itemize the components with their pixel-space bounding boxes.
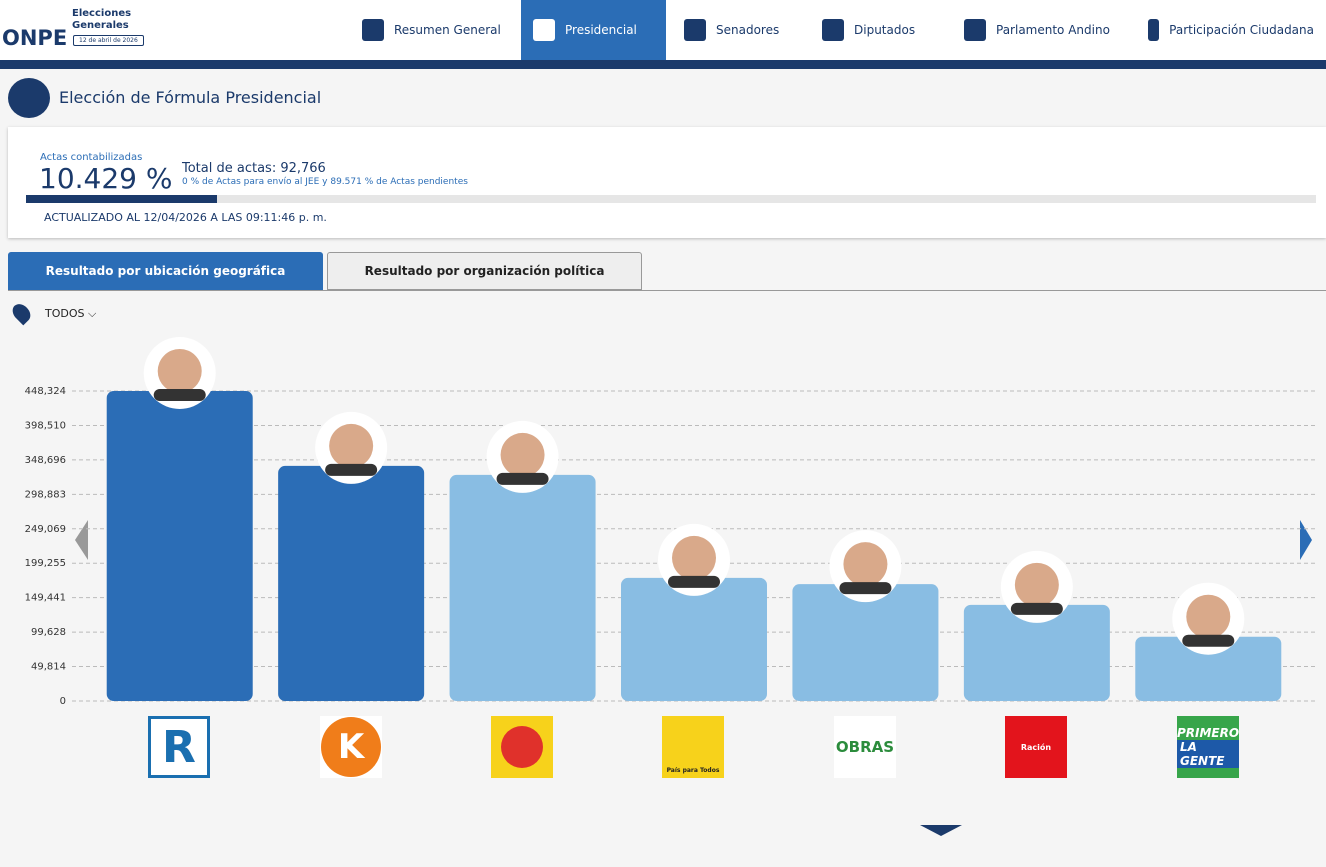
logo-sun (501, 726, 543, 768)
down-arrow[interactable] (920, 825, 962, 836)
prev-arrow[interactable] (75, 520, 88, 560)
bar (963, 604, 1110, 701)
header-title: Elecciones Generales (72, 8, 131, 32)
photo-shoulders (1182, 634, 1235, 647)
nav-label: Diputados (854, 23, 916, 37)
logo-line: LA GENTE (1177, 740, 1239, 768)
nav-item[interactable]: Diputados (810, 0, 945, 60)
nav-item[interactable]: Senadores (672, 0, 807, 60)
bar (1135, 636, 1282, 701)
nav-item[interactable]: Parlamento Andino (952, 0, 1132, 60)
photo-face (1014, 562, 1059, 607)
party-logo: K (320, 716, 382, 778)
nav-item[interactable]: Participación Ciudadana (1136, 0, 1326, 60)
header-band (0, 60, 1326, 69)
bar (792, 584, 939, 701)
y-tick-label: 448,324 (25, 386, 66, 397)
photo-shoulders (668, 575, 720, 588)
bar (106, 391, 253, 701)
party-logo: Ración (1005, 716, 1067, 778)
y-tick-label: 199,255 (25, 558, 66, 569)
party-logo: País para Todos (662, 716, 724, 778)
bar (278, 465, 425, 701)
actas-pct: 10.429 % (39, 162, 173, 195)
photo-shoulders (496, 472, 549, 485)
tab-rule (8, 290, 1326, 291)
summary-card: Actas contabilizadas 10.429 % Total de a… (8, 127, 1326, 238)
nav-label: Senadores (716, 23, 780, 37)
actas-total: Total de actas: 92,766 (182, 161, 326, 176)
updated: ACTUALIZADO AL 12/04/2026 A LAS 09:11:46… (44, 211, 327, 224)
photo-face (1186, 594, 1231, 639)
nav-item[interactable]: Resumen General (350, 0, 520, 60)
party-logo: PRIMERO LA GENTE (1177, 716, 1239, 778)
nav-label: Resumen General (394, 23, 501, 37)
photo-shoulders (1010, 602, 1063, 615)
bar (621, 577, 767, 701)
actas-label: Actas contabilizadas (40, 152, 143, 163)
party-logo (491, 716, 553, 778)
photo-shoulders (153, 389, 206, 401)
header-title-2: Generales (72, 20, 129, 31)
logo-k: K (321, 717, 381, 777)
nav-label: Parlamento Andino (996, 23, 1110, 37)
tab[interactable]: Resultado por ubicación geográfica (8, 252, 323, 290)
progress-track (26, 195, 1316, 203)
party-logo: R (148, 716, 210, 778)
y-tick-label: 348,696 (25, 455, 66, 466)
progress-fill (26, 195, 217, 203)
y-tick-label: 298,883 (25, 489, 66, 500)
y-tick-label: 0 (60, 696, 66, 707)
logo-line: PRIMERO (1177, 726, 1239, 740)
photo-face (500, 432, 545, 477)
y-tick-label: 249,069 (25, 524, 66, 535)
header-title-1: Elecciones (72, 8, 132, 19)
party-logo: OBRAS (834, 716, 896, 778)
photo-face (672, 535, 716, 580)
y-tick-label: 398,510 (25, 420, 66, 431)
nav-label: Presidencial (565, 23, 637, 37)
y-tick-label: 149,441 (25, 593, 66, 604)
nav-label: Participación Ciudadana (1169, 23, 1314, 37)
photo-shoulders (839, 582, 892, 595)
tab[interactable]: Resultado por organización política (327, 252, 642, 290)
actas-note: 0 % de Actas para envío al JEE y 89.571 … (182, 177, 468, 187)
next-arrow[interactable] (1300, 520, 1312, 560)
photo-face (329, 423, 374, 468)
header-date: 12 de abril de 2026 (73, 35, 144, 46)
photo-face (843, 542, 888, 587)
photo-shoulders (325, 463, 378, 476)
nav-item[interactable]: Presidencial (521, 0, 666, 60)
y-tick-label: 49,814 (31, 662, 66, 673)
logo: ONPE (2, 26, 68, 50)
emblem (8, 78, 50, 118)
page-title: Elección de Fórmula Presidencial (59, 88, 322, 107)
bar (449, 474, 596, 701)
chart: 0 49,814 99,628 149,441 199,255 249,069 298,88… (25, 337, 1316, 836)
filter-label: TODOS (45, 307, 85, 320)
filter[interactable]: TODOS ⌵ (45, 307, 97, 320)
photo-face (157, 349, 202, 393)
y-tick-label: 99,628 (31, 627, 66, 638)
